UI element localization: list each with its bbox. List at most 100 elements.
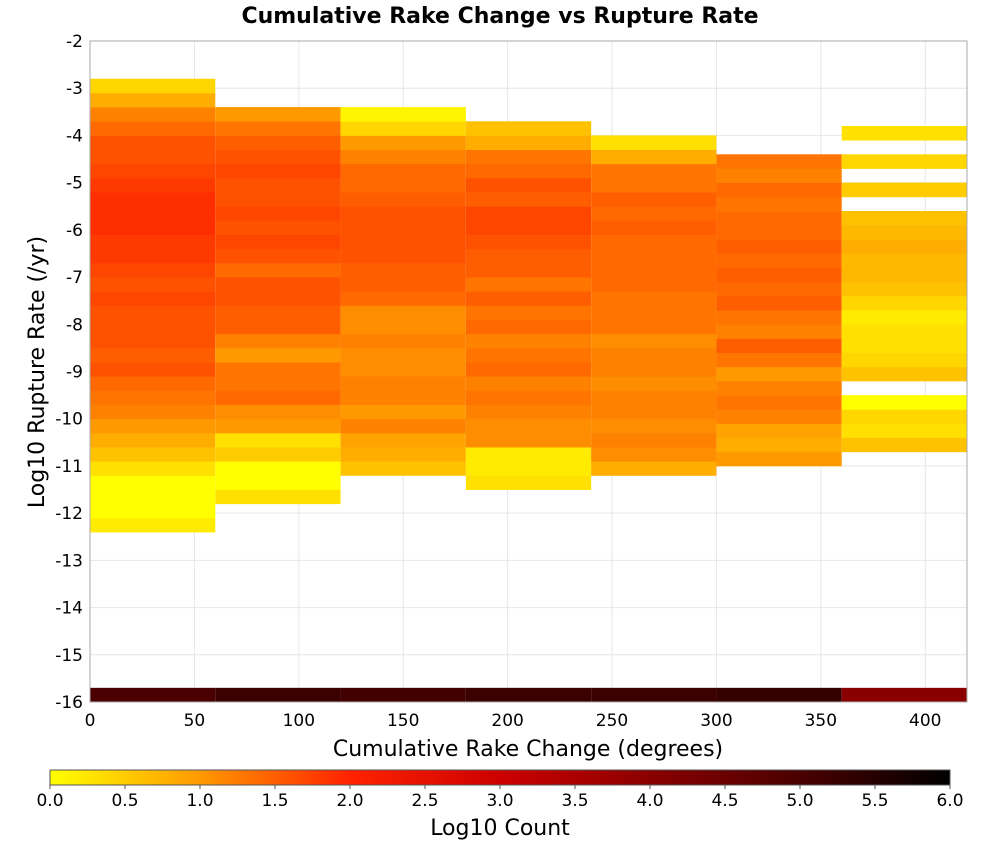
heatmap-cell [841, 687, 967, 703]
heatmap-cell [90, 248, 216, 264]
heatmap-cell [465, 177, 592, 193]
chart-title: Cumulative Rake Change vs Rupture Rate [241, 4, 758, 29]
heatmap-cell [465, 475, 592, 490]
heatmap-cell [340, 447, 466, 462]
heatmap-cell [465, 248, 592, 264]
heatmap-cell [716, 395, 842, 410]
heatmap-cell [90, 517, 216, 533]
heatmap-cell [90, 319, 216, 335]
y-tick-label: -9 [66, 363, 83, 383]
heatmap-cell [90, 262, 216, 278]
heatmap-cell [716, 253, 842, 269]
heatmap-cell [465, 362, 592, 377]
heatmap-cell [841, 182, 967, 198]
y-tick-label: -8 [66, 315, 83, 335]
heatmap-cell [215, 277, 341, 292]
heatmap-cell [90, 489, 216, 505]
heatmap-cell [215, 347, 341, 363]
heatmap-cell [215, 135, 341, 150]
heatmap-cell [591, 291, 717, 306]
heatmap-cell [90, 291, 216, 306]
x-tick-label: 400 [909, 711, 941, 731]
heatmap-cell [90, 234, 216, 250]
colorbar-tick-label: 5.5 [861, 791, 888, 811]
heatmap-cell [841, 366, 967, 382]
heatmap-cell [215, 404, 341, 420]
heatmap-cell [841, 409, 967, 424]
heatmap-cell [340, 390, 466, 405]
heatmap-cell [716, 338, 842, 354]
heatmap-cell [841, 210, 967, 226]
heatmap-cell [215, 461, 341, 476]
heatmap-cell [215, 447, 341, 462]
heatmap-cell [465, 447, 592, 462]
heatmap-cell [90, 163, 216, 179]
heatmap-cell [215, 177, 341, 193]
heatmap-cell [90, 347, 216, 363]
heatmap-cell [465, 234, 592, 250]
heatmap-cell [215, 319, 341, 335]
y-tick-label: -2 [66, 32, 83, 52]
heatmap-cell [591, 163, 717, 179]
colorbar-tick-label: 4.5 [711, 791, 738, 811]
heatmap-cell [716, 409, 842, 424]
heatmap-cell [841, 423, 967, 438]
colorbar-label: Log10 Count [430, 816, 570, 841]
heatmap-cell [716, 437, 842, 453]
heatmap-cell [215, 262, 341, 278]
heatmap-cell [591, 333, 717, 349]
heatmap-cell [716, 154, 842, 169]
heatmap-cell [591, 192, 717, 207]
heatmap-cell [591, 432, 717, 448]
heatmap-cell [340, 291, 466, 306]
heatmap-cell [716, 310, 842, 325]
heatmap-cell [841, 395, 967, 410]
heatmap-cell [841, 239, 967, 254]
heatmap-cell [340, 432, 466, 448]
heatmap-cell [465, 333, 592, 349]
heatmap-cell [716, 281, 842, 297]
x-tick-label: 50 [184, 711, 206, 731]
heatmap-cell [215, 418, 341, 434]
plot-area [89, 40, 968, 703]
heatmap-cell [340, 461, 466, 476]
x-axis-label: Cumulative Rake Change (degrees) [333, 737, 723, 762]
y-tick-label: -5 [66, 174, 83, 194]
heatmap-cell [716, 210, 842, 226]
heatmap-cell [465, 347, 592, 363]
heatmap-cell [841, 267, 967, 283]
colorbar [49, 769, 951, 786]
heatmap-cell [215, 248, 341, 264]
heatmap-cell [90, 447, 216, 462]
heatmap-cell [841, 125, 967, 141]
colorbar-tick-label: 2.0 [336, 791, 363, 811]
x-tick-label: 200 [491, 711, 523, 731]
heatmap-cell [340, 333, 466, 349]
heatmap-cell [591, 277, 717, 292]
heatmap-cell [465, 390, 592, 405]
heatmap-cell [591, 248, 717, 264]
heatmap-cell [90, 404, 216, 420]
heatmap-cell [90, 475, 216, 490]
heatmap-cell [716, 380, 842, 396]
heatmap-cell [465, 432, 592, 448]
heatmap-cell [465, 262, 592, 278]
heatmap-cell [340, 163, 466, 179]
heatmap-cell [841, 338, 967, 354]
heatmap-cell [591, 461, 717, 476]
heatmap-cell [215, 390, 341, 405]
heatmap-cell [841, 253, 967, 269]
heatmap-cell [215, 376, 341, 391]
heatmap-cell [340, 192, 466, 207]
heatmap-cell [465, 121, 592, 136]
heatmap-cell [591, 404, 717, 420]
x-tick-label: 300 [700, 711, 732, 731]
heatmap-cell [716, 352, 842, 368]
heatmap-cell [591, 135, 717, 150]
heatmap-cell [841, 324, 967, 339]
heatmap-cell [591, 376, 717, 391]
colorbar-tick-label: 1.0 [186, 791, 213, 811]
heatmap-cell [465, 319, 592, 335]
x-tick-label: 0 [85, 711, 96, 731]
